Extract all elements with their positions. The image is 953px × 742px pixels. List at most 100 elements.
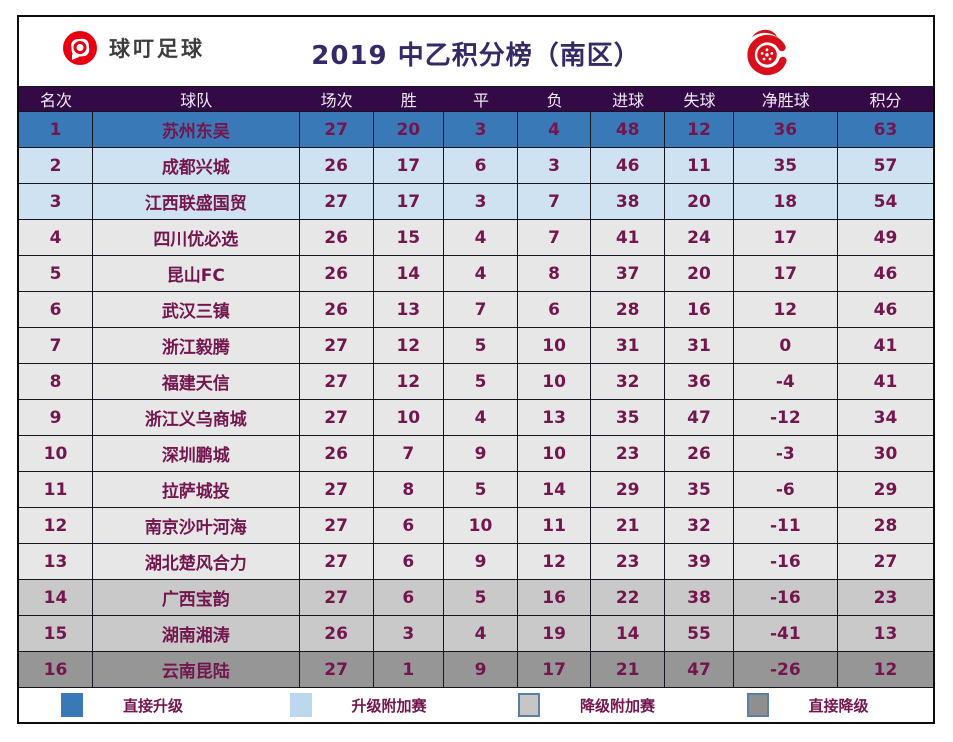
- stat-cell: 27: [300, 508, 374, 543]
- stat-cell: 27: [300, 112, 374, 147]
- stat-cell: 22: [591, 580, 666, 615]
- stat-cell: 26: [300, 256, 374, 291]
- stat-cell: 3: [374, 616, 444, 651]
- qiuding-football-logo-icon: [63, 31, 97, 65]
- stat-cell: 49: [873, 227, 898, 248]
- stat-cell: 21: [591, 652, 666, 687]
- rank-cell: 8: [19, 364, 94, 399]
- team-cell: 浙江义乌商城: [93, 400, 300, 435]
- column-header: 积分: [869, 91, 902, 110]
- rank-cell: 12: [19, 508, 94, 543]
- stat-cell: 28: [873, 515, 898, 536]
- team-cell: 广西宝韵: [93, 580, 300, 615]
- stat-cell: 10: [518, 328, 592, 363]
- team-cell: 浙江毅腾: [93, 328, 300, 363]
- team-cell: 拉萨城投: [93, 472, 300, 507]
- table-row: 1 苏州东吴 27 20 3 4 48 12 36 63: [19, 111, 933, 147]
- stat-cell: -41: [734, 616, 838, 651]
- stat-cell: 23: [591, 436, 666, 471]
- stat-cell: 12: [734, 292, 838, 327]
- table-row: 6 武汉三镇 26 13 7 6 28 16 12 46: [19, 291, 933, 327]
- stat-cell: 46: [873, 299, 898, 320]
- stat-cell: 26: [300, 148, 374, 183]
- standings-card: 球叮足球 2019 中乙积分榜（南区） 名次 球队 场次 胜 平 负 进球 失球 净胜球 积分 1…: [17, 15, 935, 724]
- stat-cell: 38: [665, 580, 734, 615]
- column-header: 名次: [40, 91, 73, 110]
- legend-label: 直接升级: [123, 696, 184, 715]
- stat-cell: 9: [444, 544, 519, 579]
- stat-cell: 47: [665, 400, 734, 435]
- stat-cell: 26: [300, 436, 374, 471]
- table-row: 3 江西联盛国贸 27 17 3 7 38 20 18 54: [19, 183, 933, 219]
- stat-cell: 17: [734, 220, 838, 255]
- rank-cell: 1: [19, 112, 94, 147]
- stat-cell: 38: [591, 184, 666, 219]
- legend-label: 升级附加赛: [351, 696, 427, 715]
- stat-cell: 6: [374, 508, 444, 543]
- team-cell: 云南昆陆: [93, 652, 300, 687]
- rank-cell: 2: [19, 148, 94, 183]
- legend-swatch: [518, 693, 540, 717]
- stat-cell: -16: [734, 544, 838, 579]
- column-header: 负: [546, 91, 563, 110]
- table-row: 15 湖南湘涛 26 3 4 19 14 55 -41 13: [19, 615, 933, 651]
- stat-cell: 26: [300, 616, 374, 651]
- stat-cell: 47: [665, 652, 734, 687]
- team-cell: 四川优必选: [93, 220, 300, 255]
- stat-cell: 27: [300, 364, 374, 399]
- legend-label: 降级附加赛: [580, 696, 656, 715]
- stat-cell: 6: [374, 544, 444, 579]
- stat-cell: 27: [300, 652, 374, 687]
- stat-cell: 4: [444, 220, 519, 255]
- legend-swatch: [61, 693, 83, 717]
- column-header: 场次: [320, 91, 353, 110]
- rank-cell: 16: [19, 652, 94, 687]
- team-cell: 湖南湘涛: [93, 616, 300, 651]
- stat-cell: 11: [665, 148, 734, 183]
- legend-swatch: [746, 693, 769, 717]
- stat-cell: 7: [518, 184, 592, 219]
- stat-cell: 55: [665, 616, 734, 651]
- stat-cell: -3: [734, 436, 838, 471]
- stat-cell: 27: [300, 328, 374, 363]
- stat-cell: 54: [873, 191, 898, 212]
- team-cell: 深圳鹏城: [93, 436, 300, 471]
- legend-item: 升级附加赛: [248, 693, 477, 717]
- stat-cell: 27: [300, 400, 374, 435]
- stat-cell: 0: [734, 328, 838, 363]
- legend-swatch: [289, 693, 312, 717]
- stat-cell: 8: [518, 256, 592, 291]
- stat-cell: 21: [591, 508, 666, 543]
- stat-cell: 12: [873, 659, 898, 680]
- rank-cell: 5: [19, 256, 94, 291]
- stat-cell: 13: [518, 400, 592, 435]
- table-body: 1 苏州东吴 27 20 3 4 48 12 36 63 2 成都兴城 26 17 6 3 46 11 35 57 3 江…: [19, 111, 933, 687]
- team-cell: 昆山FC: [93, 256, 300, 291]
- stat-cell: 39: [665, 544, 734, 579]
- table-row: 8 福建天信 27 12 5 10 32 36 -4 41: [19, 363, 933, 399]
- stat-cell: 5: [444, 364, 519, 399]
- stat-cell: 26: [300, 220, 374, 255]
- stat-cell: 12: [665, 112, 734, 147]
- page-title: 2019 中乙积分榜（南区）: [311, 41, 641, 71]
- stat-cell: 23: [873, 587, 898, 608]
- stat-cell: -12: [734, 400, 838, 435]
- stat-cell: 9: [444, 436, 519, 471]
- stat-cell: 34: [873, 407, 898, 428]
- stat-cell: 31: [665, 328, 734, 363]
- stat-cell: 27: [873, 551, 898, 572]
- stat-cell: 14: [374, 256, 444, 291]
- stat-cell: 26: [300, 292, 374, 327]
- stat-cell: -6: [734, 472, 838, 507]
- legend-item: 直接升级: [19, 693, 248, 717]
- table-row: 4 四川优必选 26 15 4 7 41 24 17 49: [19, 219, 933, 255]
- table-header-row: 名次 球队 场次 胜 平 负 进球 失球 净胜球 积分: [19, 86, 933, 111]
- stat-cell: 16: [518, 580, 592, 615]
- stat-cell: 4: [444, 256, 519, 291]
- stat-cell: 27: [300, 580, 374, 615]
- column-header: 净胜球: [761, 91, 810, 110]
- stat-cell: 12: [374, 364, 444, 399]
- stat-cell: 3: [444, 112, 519, 147]
- team-cell: 湖北楚风合力: [93, 544, 300, 579]
- rank-cell: 4: [19, 220, 94, 255]
